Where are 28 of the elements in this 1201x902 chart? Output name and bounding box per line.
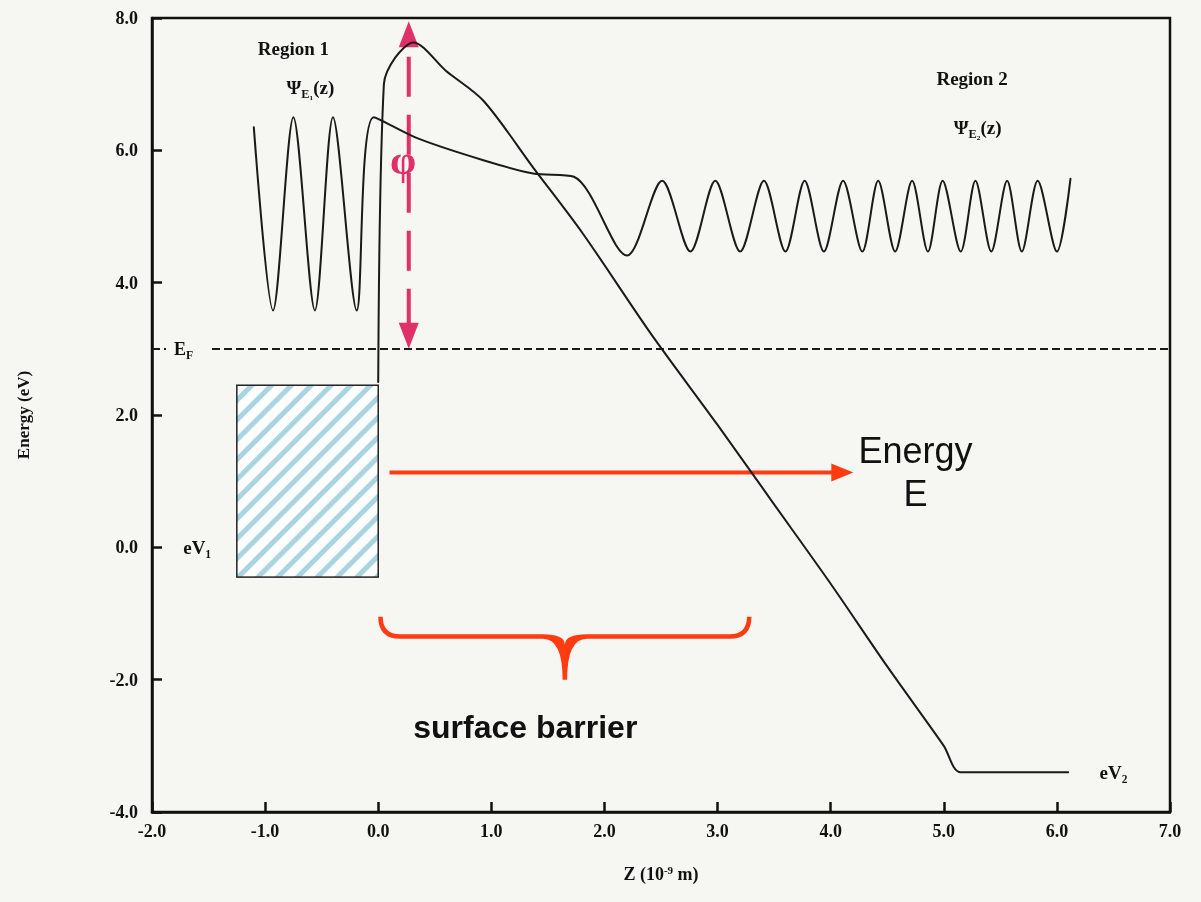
annotation: surface barrier — [413, 709, 638, 746]
x-tick-label: 3.0 — [706, 821, 729, 841]
annotation: Ψ$_{E₂}$(z) — [953, 116, 1002, 142]
annotation: Energy E — [858, 429, 973, 514]
x-tick-label: 1.0 — [480, 821, 503, 841]
y-tick-label: 8.0 — [115, 8, 138, 28]
x-tick-label: 2.0 — [593, 821, 616, 841]
y-tick-label: 2.0 — [115, 405, 138, 425]
annotation: Region 2 — [936, 67, 1008, 89]
x-tick-label: -2.0 — [137, 821, 167, 841]
x-tick-label: 5.0 — [932, 821, 956, 841]
x-tick-label: 0.0 — [366, 821, 390, 841]
y-tick-label: -2.0 — [109, 669, 138, 690]
annotation: eV₁ — [183, 536, 212, 558]
y-tick-label: 4.0 — [115, 272, 138, 293]
y-tick-label: 0.0 — [115, 537, 138, 558]
x-tick-label: 7.0 — [1158, 821, 1182, 841]
x-tick-label: -1.0 — [250, 821, 280, 841]
y-tick-label: 6.0 — [115, 140, 138, 161]
y-axis-title: Energy (eV) — [14, 370, 33, 460]
y-tick-label: -4.0 — [109, 802, 138, 822]
annotation: φ — [390, 137, 417, 184]
annotation: Ψ$_{E₁}$(z) — [286, 76, 335, 101]
ref-line-label: E$_{F}$ — [174, 338, 194, 362]
x-tick-label: 4.0 — [819, 821, 842, 841]
x-tick-label: 6.0 — [1045, 821, 1069, 841]
annotation: Region 1 — [257, 37, 330, 59]
annotation: eV₂ — [1099, 761, 1128, 783]
